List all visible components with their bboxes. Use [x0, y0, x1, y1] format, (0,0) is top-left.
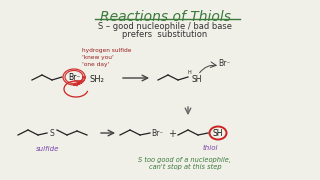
Text: hydrogen sulfide
'knew you'
'one day': hydrogen sulfide 'knew you' 'one day' [82, 48, 132, 67]
Text: SH: SH [213, 129, 223, 138]
Text: +: + [168, 129, 176, 139]
Text: thiol: thiol [202, 145, 218, 151]
Text: sulfide: sulfide [36, 146, 60, 152]
Text: S – good nucleophile / bad base: S – good nucleophile / bad base [98, 22, 232, 31]
Text: H: H [187, 69, 191, 75]
Text: Br⁻: Br⁻ [68, 73, 80, 82]
Text: SH₂: SH₂ [90, 75, 105, 84]
Text: prefers  substitution: prefers substitution [122, 30, 208, 39]
Text: Reactions of Thiols: Reactions of Thiols [100, 10, 230, 24]
Text: S: S [50, 129, 54, 138]
Text: can't stop at this step: can't stop at this step [149, 164, 221, 170]
Text: SH: SH [191, 75, 202, 84]
Text: Br⁻: Br⁻ [218, 60, 230, 69]
Text: Br⁻: Br⁻ [151, 129, 164, 138]
Text: S too good of a nucleophile,: S too good of a nucleophile, [139, 157, 231, 163]
